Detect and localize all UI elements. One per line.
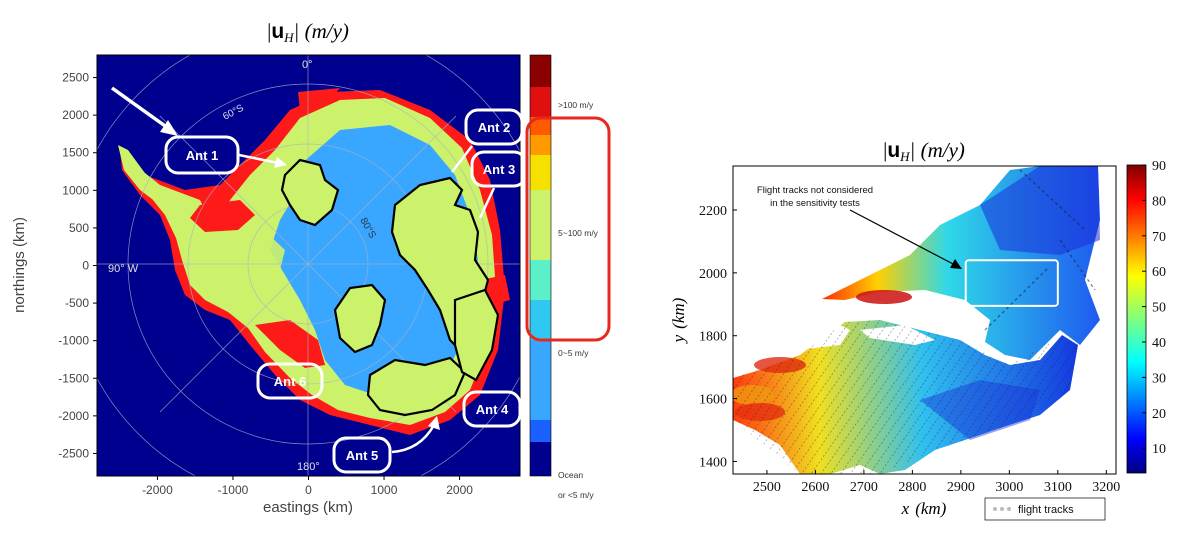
right-x-tick-label: 2500 <box>753 480 781 495</box>
left-y-tick-label: 1500 <box>62 146 89 160</box>
right-y-tick-label: 1400 <box>699 455 727 470</box>
left-x-ticks: -2000 -1000 0 1000 2000 <box>142 476 473 497</box>
region-ant6 <box>333 283 387 354</box>
left-y-tick-label: 1000 <box>62 183 89 197</box>
left-x-tick-label: -1000 <box>218 483 249 497</box>
left-y-tick-label: 2000 <box>62 108 89 122</box>
svg-text:or <5 m/y: or <5 m/y <box>558 490 594 500</box>
right-y-axis-label: y(km) <box>669 297 688 344</box>
left-y-tick-label: 0 <box>82 259 89 273</box>
left-y-tick-label: -2500 <box>58 446 89 460</box>
left-y-tick-label: -500 <box>65 296 89 310</box>
svg-text:Ocean: Ocean <box>558 470 583 480</box>
left-y-axis-label: northings (km) <box>11 217 28 313</box>
svg-text:>100 m/y: >100 m/y <box>558 100 594 110</box>
pointer-arrow <box>110 86 178 136</box>
region-ant4 <box>453 288 500 382</box>
left-y-tick-label: 500 <box>69 221 89 235</box>
right-chart-title: |uH| (m/y) <box>883 138 965 164</box>
left-x-tick-label: 1000 <box>371 483 398 497</box>
right-chart: |uH| (m/y) <box>669 138 1166 521</box>
right-colorbar: 10 20 30 40 50 60 70 80 90 <box>1126 159 1166 474</box>
right-x-tick-label: 2700 <box>850 480 878 495</box>
left-y-tick-label: 2500 <box>62 71 89 85</box>
left-chart-title: |uH| (m/y) <box>267 19 349 45</box>
grid-label-bottom: 180° <box>297 461 320 473</box>
region-ant1 <box>280 158 340 227</box>
colorbar-tick-label: 10 <box>1152 442 1166 457</box>
right-x-tick-label: 2600 <box>801 480 829 495</box>
svg-text:Ant 2: Ant 2 <box>478 120 511 135</box>
colorbar-tick-label: 90 <box>1152 159 1166 174</box>
callout-ant2: Ant 2 <box>451 108 524 173</box>
right-y-tick-label: 2200 <box>699 204 727 219</box>
svg-text:Ant 6: Ant 6 <box>274 374 307 389</box>
right-x-tick-label: 3100 <box>1044 480 1072 495</box>
highlight-box <box>964 259 1059 307</box>
left-y-tick-label: -1000 <box>58 334 89 348</box>
colorbar-tick-label: 40 <box>1152 336 1166 351</box>
grid-label-top: 0° <box>302 59 313 71</box>
left-chart: |uH| (m/y) <box>11 19 611 516</box>
colorbar-tick-label: 30 <box>1152 371 1166 386</box>
right-x-axis-label: x (km) <box>901 499 947 518</box>
annotation-line1: Flight tracks not considered <box>757 185 873 196</box>
colorbar-tick-label: 20 <box>1152 407 1166 422</box>
right-y-tick-label: 1800 <box>699 330 727 345</box>
annotation-line2: in the sensitivity tests <box>770 198 860 209</box>
left-colorbar: >100 m/y 5~100 m/y 0~5 m/y Ocean or <5 m… <box>529 54 599 500</box>
svg-text:Ant 3: Ant 3 <box>483 162 516 177</box>
colorbar-tick-label: 50 <box>1152 301 1166 316</box>
study-regions <box>280 158 500 417</box>
right-y-ticks: 1400 1600 1800 2000 2200 <box>699 204 737 470</box>
left-y-tick-label: -1500 <box>58 371 89 385</box>
region-callouts: Ant 1 Ant 2 Ant 3 Ant 4 Ant 5 <box>164 108 528 474</box>
left-y-tick-label: -2000 <box>58 409 89 423</box>
right-y-tick-label: 1600 <box>699 393 727 408</box>
right-x-tick-label: 2900 <box>947 480 975 495</box>
left-x-tick-label: -2000 <box>142 483 173 497</box>
colorbar-tick-label: 80 <box>1152 194 1166 209</box>
colorbar-highlight-box <box>525 116 611 342</box>
svg-text:Ant 1: Ant 1 <box>186 148 219 163</box>
right-x-ticks: 2500 2600 2700 2800 2900 3000 3100 3200 <box>753 470 1120 495</box>
svg-text:5~100 m/y: 5~100 m/y <box>558 228 599 238</box>
right-x-tick-label: 3000 <box>995 480 1023 495</box>
right-x-tick-label: 3200 <box>1092 480 1120 495</box>
left-x-tick-label: 0 <box>305 483 312 497</box>
region-ant5 <box>366 356 467 417</box>
callout-ant5: Ant 5 <box>332 416 440 474</box>
grid-label-left: 90° W <box>108 263 139 275</box>
left-y-ticks: -2500 -2000 -1500 -1000 -500 0 500 1000 1500 2000… <box>58 71 97 460</box>
svg-text:Ant 5: Ant 5 <box>346 448 379 463</box>
svg-text:Ant 4: Ant 4 <box>476 402 509 417</box>
left-x-tick-label: 2000 <box>446 483 473 497</box>
callout-ant4: Ant 4 <box>462 390 522 428</box>
colorbar-tick-label: 70 <box>1152 230 1166 245</box>
right-y-tick-label: 2000 <box>699 267 727 282</box>
svg-text:0~5 m/y: 0~5 m/y <box>558 348 589 358</box>
callout-ant1: Ant 1 <box>164 135 287 175</box>
right-legend: flight tracks <box>984 497 1106 521</box>
right-x-tick-label: 2800 <box>898 480 926 495</box>
left-x-axis-label: eastings (km) <box>263 499 353 516</box>
colorbar-tick-label: 60 <box>1152 265 1166 280</box>
callout-ant6: Ant 6 <box>256 362 324 400</box>
svg-text:flight tracks: flight tracks <box>1018 504 1074 516</box>
